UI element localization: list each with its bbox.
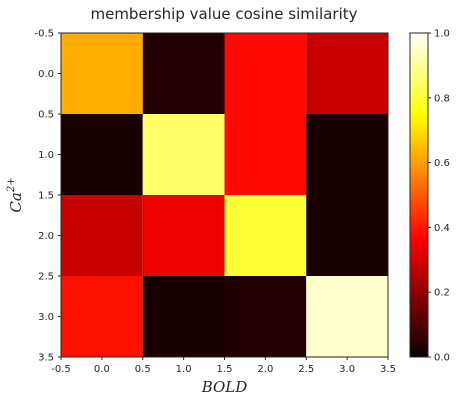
x-axis-label: BOLD (201, 378, 248, 396)
x-tick-label: 3.0 (339, 364, 355, 375)
y-tick-label: 3.0 (38, 312, 54, 323)
colorbar-tick-label: 0.2 (434, 288, 450, 299)
heatmap-cell (306, 33, 388, 114)
colorbar (409, 32, 429, 358)
heatmap-cell (61, 276, 143, 357)
y-tick-label: 1.0 (38, 150, 54, 161)
heatmap-cell (61, 114, 143, 195)
x-axis: -0.5 0.0 0.5 1.0 1.5 2.0 2.5 3.0 3.5 (51, 357, 396, 375)
x-tick-label: 0.5 (135, 364, 151, 375)
x-tick-label: 1.5 (217, 364, 233, 375)
heatmap-cell (224, 195, 307, 276)
heatmap-cell (142, 276, 225, 357)
y-tick-label: 3.5 (38, 353, 54, 364)
chart-title: membership value cosine similarity (90, 5, 357, 23)
heatmap-cell (306, 114, 388, 195)
y-tick-label: 0.5 (38, 110, 54, 121)
x-tick-label: 0.0 (94, 364, 110, 375)
x-tick-label: -0.5 (51, 364, 71, 375)
y-axis-label-superscript: 2+ (6, 177, 17, 193)
heatmap-cell (224, 276, 307, 357)
heatmap-cell (142, 114, 225, 195)
y-tick-label: 0.0 (38, 69, 54, 80)
colorbar-tick-label: 0.6 (434, 158, 450, 169)
colorbar-tick-label: 0.8 (434, 93, 450, 104)
heatmap-cell (306, 195, 388, 276)
colorbar-axis: 0.0 0.2 0.4 0.6 0.8 1.0 (428, 29, 450, 364)
colorbar-tick-label: 0.4 (434, 223, 450, 234)
colorbar-tick-label: 0.0 (434, 353, 450, 364)
colorbar-tick-label: 1.0 (434, 29, 450, 40)
x-tick-label: 2.5 (298, 364, 314, 375)
heatmap-cell (224, 114, 307, 195)
heatmap-cells (61, 33, 388, 357)
heatmap-cell (306, 276, 388, 357)
y-axis-label: Ca2+ (6, 177, 25, 212)
y-axis-label-base: Ca (7, 192, 25, 212)
y-tick-label: 2.5 (38, 272, 54, 283)
y-tick-label: 1.5 (38, 191, 54, 202)
x-tick-label: 2.0 (257, 364, 273, 375)
heatmap-cell (224, 33, 307, 114)
heatmap-cell (142, 195, 225, 276)
y-tick-label: -0.5 (34, 29, 54, 40)
x-tick-label: 3.5 (380, 364, 396, 375)
x-tick-label: 1.0 (176, 364, 192, 375)
heatmap-cell (142, 33, 225, 114)
heatmap-cell (61, 195, 143, 276)
heatmap-cell (61, 33, 143, 114)
y-axis: -0.5 0.0 0.5 1.0 1.5 2.0 2.5 3.0 3.5 (34, 29, 61, 364)
y-tick-label: 2.0 (38, 231, 54, 242)
